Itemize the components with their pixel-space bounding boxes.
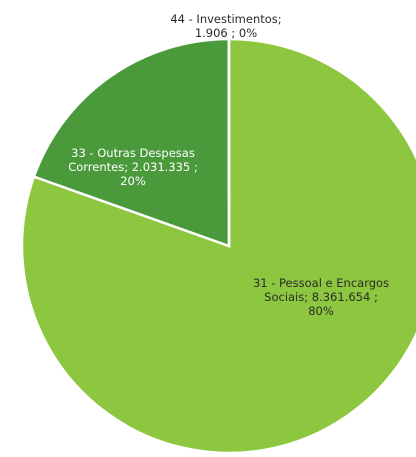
pie-slices [20, 37, 416, 455]
pie-slice-1 [20, 37, 416, 455]
slice-data-label-3: 44 - Investimentos; 1.906 ; 0% [170, 12, 281, 40]
pie-labels: 31 - Pessoal e Encargos Sociais; 8.361.65… [68, 12, 389, 318]
pie-slice-2 [32, 37, 231, 248]
slice-data-label-2: 33 - Outras Despesas Correntes; 2.031.335… [68, 146, 198, 188]
slice-data-label-1: 31 - Pessoal e Encargos Sociais; 8.361.65… [253, 276, 389, 318]
